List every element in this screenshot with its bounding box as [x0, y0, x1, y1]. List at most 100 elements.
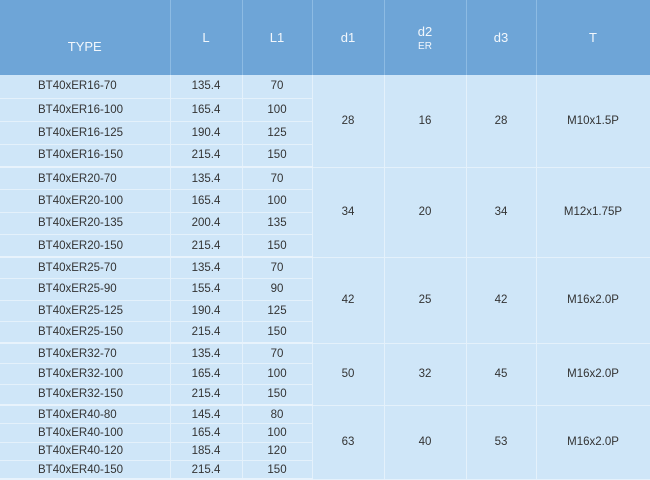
table-row: BT40xER40-120 185.4 120	[0, 442, 650, 462]
cell-t: M16x2.0P	[536, 405, 650, 480]
cell-type: BT40xER25-150	[0, 321, 171, 344]
header-d1: d1	[312, 0, 385, 75]
cell-type: BT40xER20-70	[0, 167, 171, 190]
cell-t: M10x1.5P	[536, 75, 650, 168]
cell-l1: 150	[242, 321, 313, 344]
cell-l1: 70	[242, 257, 313, 279]
cell-l1: 70	[242, 75, 313, 99]
table-row: BT40xER40-80 145.4 80 63 40 53 M16x2.0P	[0, 405, 650, 480]
cell-l: 215.4	[170, 460, 243, 480]
cell-l1: 135	[242, 212, 313, 235]
cell-l: 190.4	[170, 121, 243, 145]
table-row: BT40xER25-125 190.4 125	[0, 300, 650, 322]
cell-type: BT40xER16-150	[0, 144, 171, 168]
cell-l1: 125	[242, 121, 313, 145]
cell-l: 215.4	[170, 321, 243, 344]
cell-type: BT40xER40-80	[0, 405, 171, 425]
cell-l1: 120	[242, 442, 313, 462]
table-row: BT40xER20-135 200.4 135	[0, 212, 650, 235]
cell-l: 215.4	[170, 384, 243, 407]
cell-l: 190.4	[170, 300, 243, 322]
table-row: BT40xER20-70 135.4 70 34 20 34 M12x1.75P	[0, 167, 650, 258]
cell-l: 155.4	[170, 278, 243, 301]
cell-d3: 28	[466, 75, 537, 168]
cell-type: BT40xER20-150	[0, 234, 171, 258]
cell-type: BT40xER32-100	[0, 363, 171, 385]
cell-l: 165.4	[170, 423, 243, 443]
table-row: BT40xER16-125 190.4 125	[0, 121, 650, 145]
cell-d2: 20	[384, 167, 467, 258]
header-l1: L1	[242, 0, 313, 75]
cell-t: M16x2.0P	[536, 343, 650, 406]
cell-l1: 125	[242, 300, 313, 322]
table-row: BT40xER20-100 165.4 100	[0, 189, 650, 213]
cell-type: BT40xER25-125	[0, 300, 171, 322]
cell-l1: 100	[242, 98, 313, 122]
cell-type: BT40xER40-150	[0, 460, 171, 480]
header-d2: d2 ER	[384, 0, 467, 75]
cell-l: 200.4	[170, 212, 243, 235]
cell-l1: 90	[242, 278, 313, 301]
table-row: BT40xER32-70 135.4 70 50 32 45 M16x2.0P	[0, 343, 650, 406]
cell-l1: 150	[242, 384, 313, 407]
cell-type: BT40xER16-70	[0, 75, 171, 99]
cell-l: 135.4	[170, 257, 243, 279]
table-row: BT40xER25-70 135.4 70 42 25 42 M16x2.0P	[0, 257, 650, 344]
header-t: T	[536, 0, 650, 75]
cell-l1: 150	[242, 144, 313, 168]
table-row: BT40xER16-150 215.4 150	[0, 144, 650, 168]
cell-type: BT40xER32-150	[0, 384, 171, 407]
cell-l1: 150	[242, 234, 313, 258]
cell-l1: 100	[242, 189, 313, 213]
cell-d3: 42	[466, 257, 537, 344]
cell-l1: 100	[242, 423, 313, 443]
cell-d1: 28	[312, 75, 385, 168]
cell-d2: 16	[384, 75, 467, 168]
cell-d1: 50	[312, 343, 385, 406]
cell-l: 215.4	[170, 144, 243, 168]
table-row: BT40xER32-150 215.4 150	[0, 384, 650, 407]
cell-l1: 70	[242, 343, 313, 365]
cell-l: 165.4	[170, 189, 243, 213]
header-type: TYPE	[0, 0, 171, 75]
cell-l: 145.4	[170, 405, 243, 425]
cell-type: BT40xER32-70	[0, 343, 171, 365]
cell-d3: 45	[466, 343, 537, 406]
cell-l: 135.4	[170, 343, 243, 365]
cell-l: 165.4	[170, 363, 243, 385]
header-d3: d3	[466, 0, 537, 75]
cell-t: M16x2.0P	[536, 257, 650, 344]
table-row: BT40xER20-150 215.4 150	[0, 234, 650, 258]
cell-type: BT40xER25-90	[0, 278, 171, 301]
cell-type: BT40xER40-120	[0, 442, 171, 462]
cell-l1: 70	[242, 167, 313, 190]
table-row: BT40xER25-90 155.4 90	[0, 278, 650, 301]
header-d2-sub: ER	[418, 40, 432, 52]
cell-type: BT40xER16-100	[0, 98, 171, 122]
cell-l: 185.4	[170, 442, 243, 462]
cell-d1: 42	[312, 257, 385, 344]
cell-d2: 25	[384, 257, 467, 344]
cell-d2: 40	[384, 405, 467, 480]
cell-type: BT40xER20-135	[0, 212, 171, 235]
table-row: BT40xER40-100 165.4 100	[0, 423, 650, 443]
table-row: BT40xER16-70 135.4 70 28 16 28 M10x1.5P	[0, 75, 650, 168]
cell-l: 215.4	[170, 234, 243, 258]
header-l: L	[170, 0, 243, 75]
cell-d1: 34	[312, 167, 385, 258]
cell-d1: 63	[312, 405, 385, 480]
cell-d3: 34	[466, 167, 537, 258]
cell-l1: 100	[242, 363, 313, 385]
cell-l: 135.4	[170, 75, 243, 99]
cell-type: BT40xER40-100	[0, 423, 171, 443]
cell-d2: 32	[384, 343, 467, 406]
cell-type: BT40xER25-70	[0, 257, 171, 279]
cell-type: BT40xER16-125	[0, 121, 171, 145]
cell-l: 165.4	[170, 98, 243, 122]
header-row: TYPE L L1 d1 d2 ER d3 T	[0, 0, 650, 75]
table-row: BT40xER32-100 165.4 100	[0, 363, 650, 385]
table-row: BT40xER16-100 165.4 100	[0, 98, 650, 122]
table-row: BT40xER25-150 215.4 150	[0, 321, 650, 344]
cell-d3: 53	[466, 405, 537, 480]
